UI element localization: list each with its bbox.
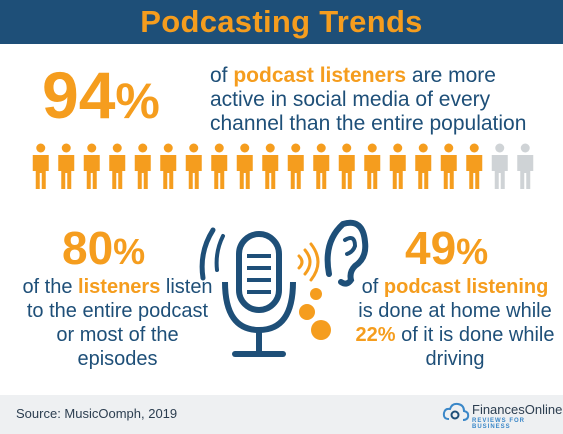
cloud-logo-icon bbox=[442, 402, 470, 421]
person-icon bbox=[313, 143, 330, 189]
person-icon bbox=[134, 143, 151, 189]
person-icon bbox=[236, 143, 253, 189]
person-icon bbox=[160, 143, 177, 189]
footer: Source: MusicOomph, 2019 FinancesOnline … bbox=[0, 395, 563, 434]
stat1-number: 94% bbox=[42, 58, 160, 132]
person-icon bbox=[287, 143, 304, 189]
person-icon bbox=[491, 143, 508, 189]
person-icon bbox=[389, 143, 406, 189]
stat2-number: 80% bbox=[62, 222, 146, 274]
stat1-text: of podcast listeners are more active in … bbox=[210, 64, 527, 135]
people-row bbox=[32, 143, 534, 189]
person-icon bbox=[185, 143, 202, 189]
person-icon bbox=[364, 143, 381, 189]
person-icon bbox=[83, 143, 100, 189]
stat3-number: 49% bbox=[405, 222, 489, 274]
person-icon bbox=[338, 143, 355, 189]
person-icon bbox=[211, 143, 228, 189]
stat2-text: of the listeners listen to the entire po… bbox=[22, 276, 213, 370]
podcast-illustration bbox=[199, 219, 369, 357]
person-icon bbox=[262, 143, 279, 189]
source-text: Source: MusicOomph, 2019 bbox=[16, 406, 178, 421]
ear-icon bbox=[324, 219, 369, 287]
person-icon bbox=[466, 143, 483, 189]
stat3-text: of podcast listening is done at home whi… bbox=[355, 276, 555, 370]
person-icon bbox=[415, 143, 432, 189]
person-icon bbox=[58, 143, 75, 189]
person-icon bbox=[517, 143, 534, 189]
sound-wave-icon bbox=[297, 242, 320, 282]
microphone-icon bbox=[199, 227, 296, 357]
person-icon bbox=[32, 143, 49, 189]
person-icon bbox=[109, 143, 126, 189]
page-title: Podcasting Trends bbox=[140, 4, 423, 39]
brand-tagline: REVIEWS FOR BUSINESS bbox=[472, 418, 526, 430]
title-banner: Podcasting Trends bbox=[0, 0, 563, 44]
orange-dots bbox=[299, 288, 331, 340]
brand-logo: FinancesOnline REVIEWS FOR BUSINESS bbox=[442, 401, 562, 430]
person-icon bbox=[440, 143, 457, 189]
brand-name: FinancesOnline bbox=[472, 402, 563, 417]
